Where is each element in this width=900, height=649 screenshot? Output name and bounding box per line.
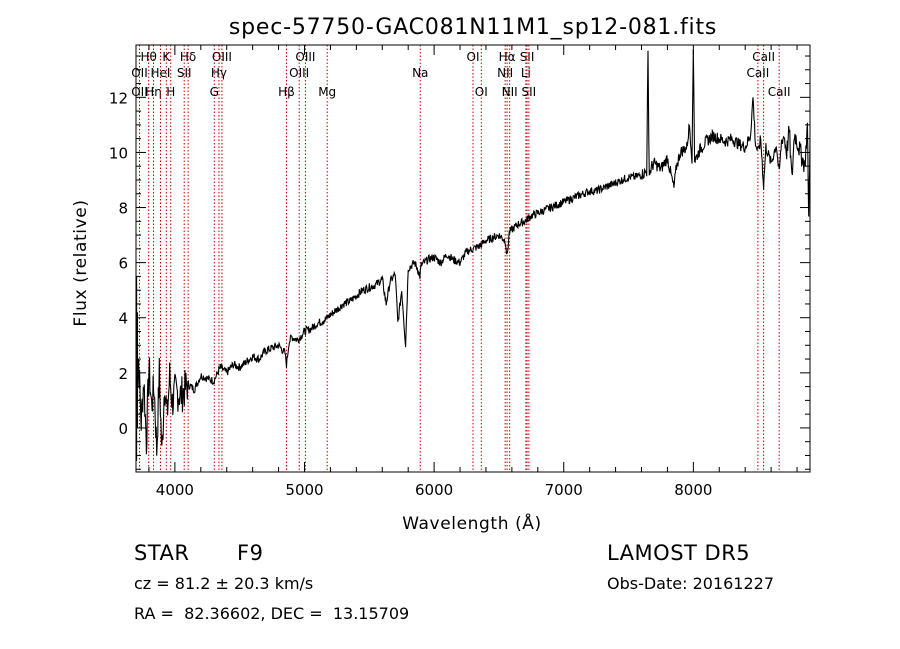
y-tick-label: 0	[118, 420, 128, 438]
x-tick-label: 5000	[285, 481, 323, 499]
line-marker-label-20: NII	[497, 66, 513, 80]
line-marker-label-21: NII	[502, 85, 518, 99]
redshift-velocity: cz = 81.2 ± 20.3 km/s	[134, 574, 314, 593]
line-marker-label-6: H	[166, 85, 175, 99]
x-tick-label: 4000	[156, 481, 194, 499]
line-marker-label-5: K	[162, 50, 171, 64]
line-marker-label-17: OI	[467, 50, 480, 64]
y-tick-label: 4	[118, 310, 128, 328]
line-marker-label-25: CaII	[752, 50, 775, 64]
line-marker-label-14: OIII	[289, 66, 309, 80]
line-marker-label-4: HeI	[151, 66, 171, 80]
line-marker-label-24: SII	[522, 85, 537, 99]
line-marker-label-18: OI	[475, 85, 488, 99]
line-marker-label-3: Hη	[145, 85, 162, 99]
line-marker-label-23: Li	[521, 66, 531, 80]
line-marker-label-16: Na	[412, 66, 428, 80]
coordinates: RA = 82.36602, DEC = 13.15709	[134, 604, 410, 623]
line-marker-label-13: OIII	[295, 50, 315, 64]
chart-title: spec-57750-GAC081N11M1_sp12-081.fits	[229, 15, 717, 40]
object-subclass: F9	[237, 541, 264, 565]
line-marker-label-19: Hα	[499, 50, 516, 64]
line-marker-label-8: SII	[177, 66, 192, 80]
line-marker-label-9: OIII	[212, 50, 232, 64]
y-axis-label: Flux (relative)	[71, 199, 91, 326]
plot-frame	[135, 44, 811, 473]
x-tick-label: 8000	[674, 481, 712, 499]
line-marker-label-0: Hθ	[141, 50, 157, 64]
y-tick-label: 12	[109, 89, 128, 107]
observation-date: Obs-Date: 20161227	[607, 574, 775, 593]
object-class: STAR	[134, 541, 190, 565]
line-marker-label-11: G	[210, 85, 219, 99]
y-tick-label: 2	[118, 365, 128, 383]
y-tick-label: 10	[109, 144, 128, 162]
x-tick-label: 6000	[415, 481, 453, 499]
y-tick-label: 8	[118, 200, 128, 218]
survey-name: LAMOST DR5	[607, 541, 751, 565]
line-marker-label-2: OII	[131, 85, 148, 99]
line-marker-label-15: Mg	[318, 85, 336, 99]
line-marker-label-12: Hβ	[278, 85, 295, 99]
axes: 4000 5000 6000 7000 8000 0 2 4 6 8 10 12	[109, 44, 811, 499]
x-tick-label: 7000	[545, 481, 583, 499]
line-marker-label-22: SII	[520, 50, 535, 64]
spectrum-line	[135, 49, 811, 456]
line-marker-label-27: CaII	[768, 85, 791, 99]
line-marker-label-26: CaII	[746, 66, 769, 80]
x-axis-label: Wavelength (Å)	[402, 512, 542, 534]
y-tick-label: 6	[118, 255, 128, 273]
line-marker-label-10: Hγ	[211, 66, 227, 80]
line-marker-label-7: Hδ	[180, 50, 196, 64]
